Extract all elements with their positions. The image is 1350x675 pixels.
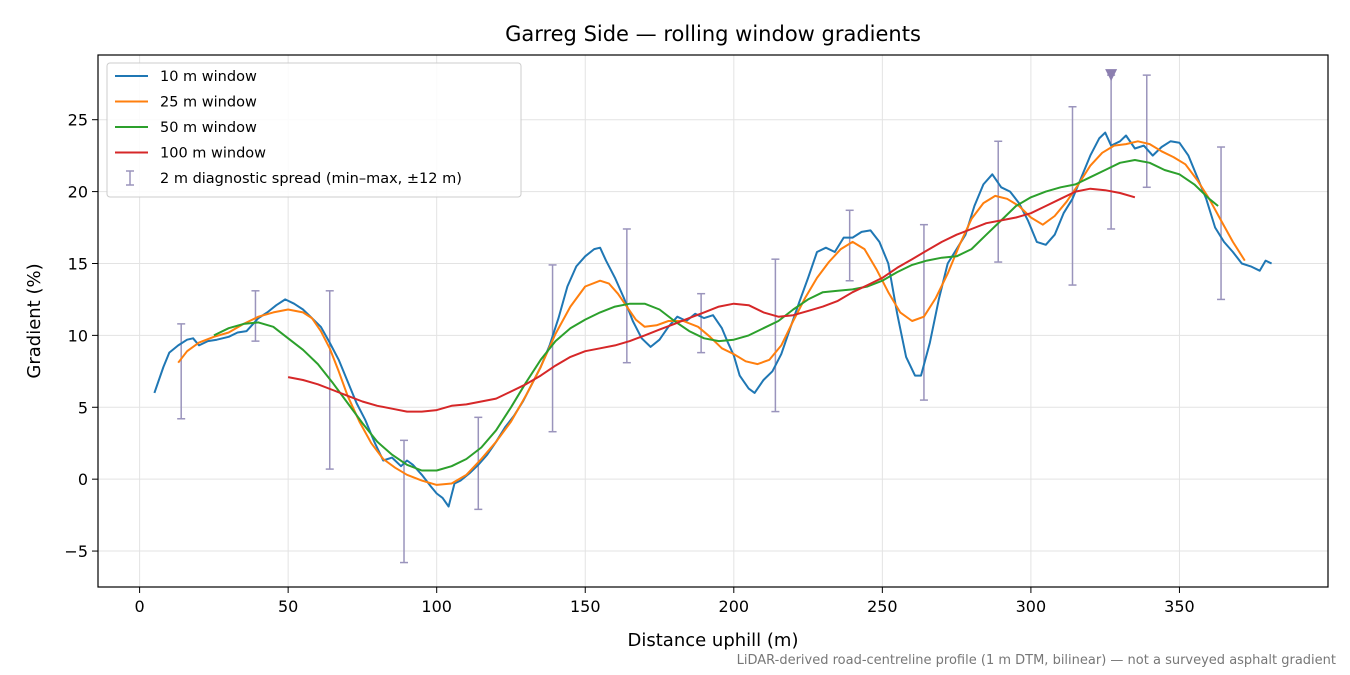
error-bar xyxy=(845,209,854,282)
legend-entry: 25 m window xyxy=(115,95,257,111)
x-tick-label: 300 xyxy=(1016,597,1047,616)
error-bar xyxy=(622,228,631,364)
series-lines xyxy=(153,131,1273,508)
error-bar xyxy=(1142,74,1151,189)
y-tick-label: 20 xyxy=(68,183,88,202)
legend-entry: 2 m diagnostic spread (min–max, ±12 m) xyxy=(126,170,462,187)
legend-box xyxy=(106,62,522,198)
legend: 10 m window 25 m window 50 m window 100 m w… xyxy=(106,62,522,198)
error-bar xyxy=(697,292,706,354)
plot-frame xyxy=(97,54,1329,588)
x-tick-label: 50 xyxy=(278,597,298,616)
chart-title: Garreg Side — rolling window gradients xyxy=(505,22,921,46)
error-bar xyxy=(177,323,186,420)
x-tick-label: 150 xyxy=(570,597,601,616)
x-tick-label: 100 xyxy=(421,597,452,616)
triangle-marker xyxy=(1105,69,1118,82)
y-tick-label: 5 xyxy=(78,398,88,417)
series-line-2 xyxy=(213,159,1219,472)
legend-label: 100 m window xyxy=(160,146,266,162)
x-tick-label: 200 xyxy=(719,597,750,616)
x-axis-ticks: 0 50 100 150 200 250 300 350 xyxy=(135,587,1195,616)
legend-label: 2 m diagnostic spread (min–max, ±12 m) xyxy=(160,171,462,187)
x-tick-label: 0 xyxy=(135,597,145,616)
error-bar xyxy=(771,258,780,413)
legend-entry: 100 m window xyxy=(115,146,266,162)
legend-label: 50 m window xyxy=(160,120,257,136)
series-line-3 xyxy=(287,187,1136,413)
error-bar xyxy=(548,264,557,433)
y-tick-label: 15 xyxy=(68,254,88,273)
error-bar xyxy=(994,140,1003,263)
y-tick-label: 0 xyxy=(78,470,88,489)
error-bar xyxy=(400,439,409,564)
error-bar xyxy=(1217,146,1226,301)
legend-label: 10 m window xyxy=(160,69,257,85)
error-bar xyxy=(251,290,260,342)
legend-label: 25 m window xyxy=(160,95,257,111)
y-axis-title: Gradient (%) xyxy=(24,263,45,378)
legend-entry: 10 m window xyxy=(115,69,257,85)
error-bar xyxy=(1068,106,1077,286)
error-bar xyxy=(919,223,928,401)
x-tick-label: 250 xyxy=(867,597,898,616)
y-tick-label: 25 xyxy=(68,111,88,130)
series-line-0 xyxy=(153,131,1273,508)
x-axis-title: Distance uphill (m) xyxy=(628,630,799,651)
y-tick-label: 10 xyxy=(68,326,88,345)
legend-entry: 50 m window xyxy=(115,120,257,136)
peak-marker xyxy=(1105,69,1118,82)
y-axis-ticks: −5 0 5 10 15 20 25 xyxy=(64,111,98,561)
x-tick-label: 350 xyxy=(1164,597,1195,616)
y-tick-label: −5 xyxy=(64,542,88,561)
footnote: LiDAR-derived road-centreline profile (1… xyxy=(737,653,1336,668)
